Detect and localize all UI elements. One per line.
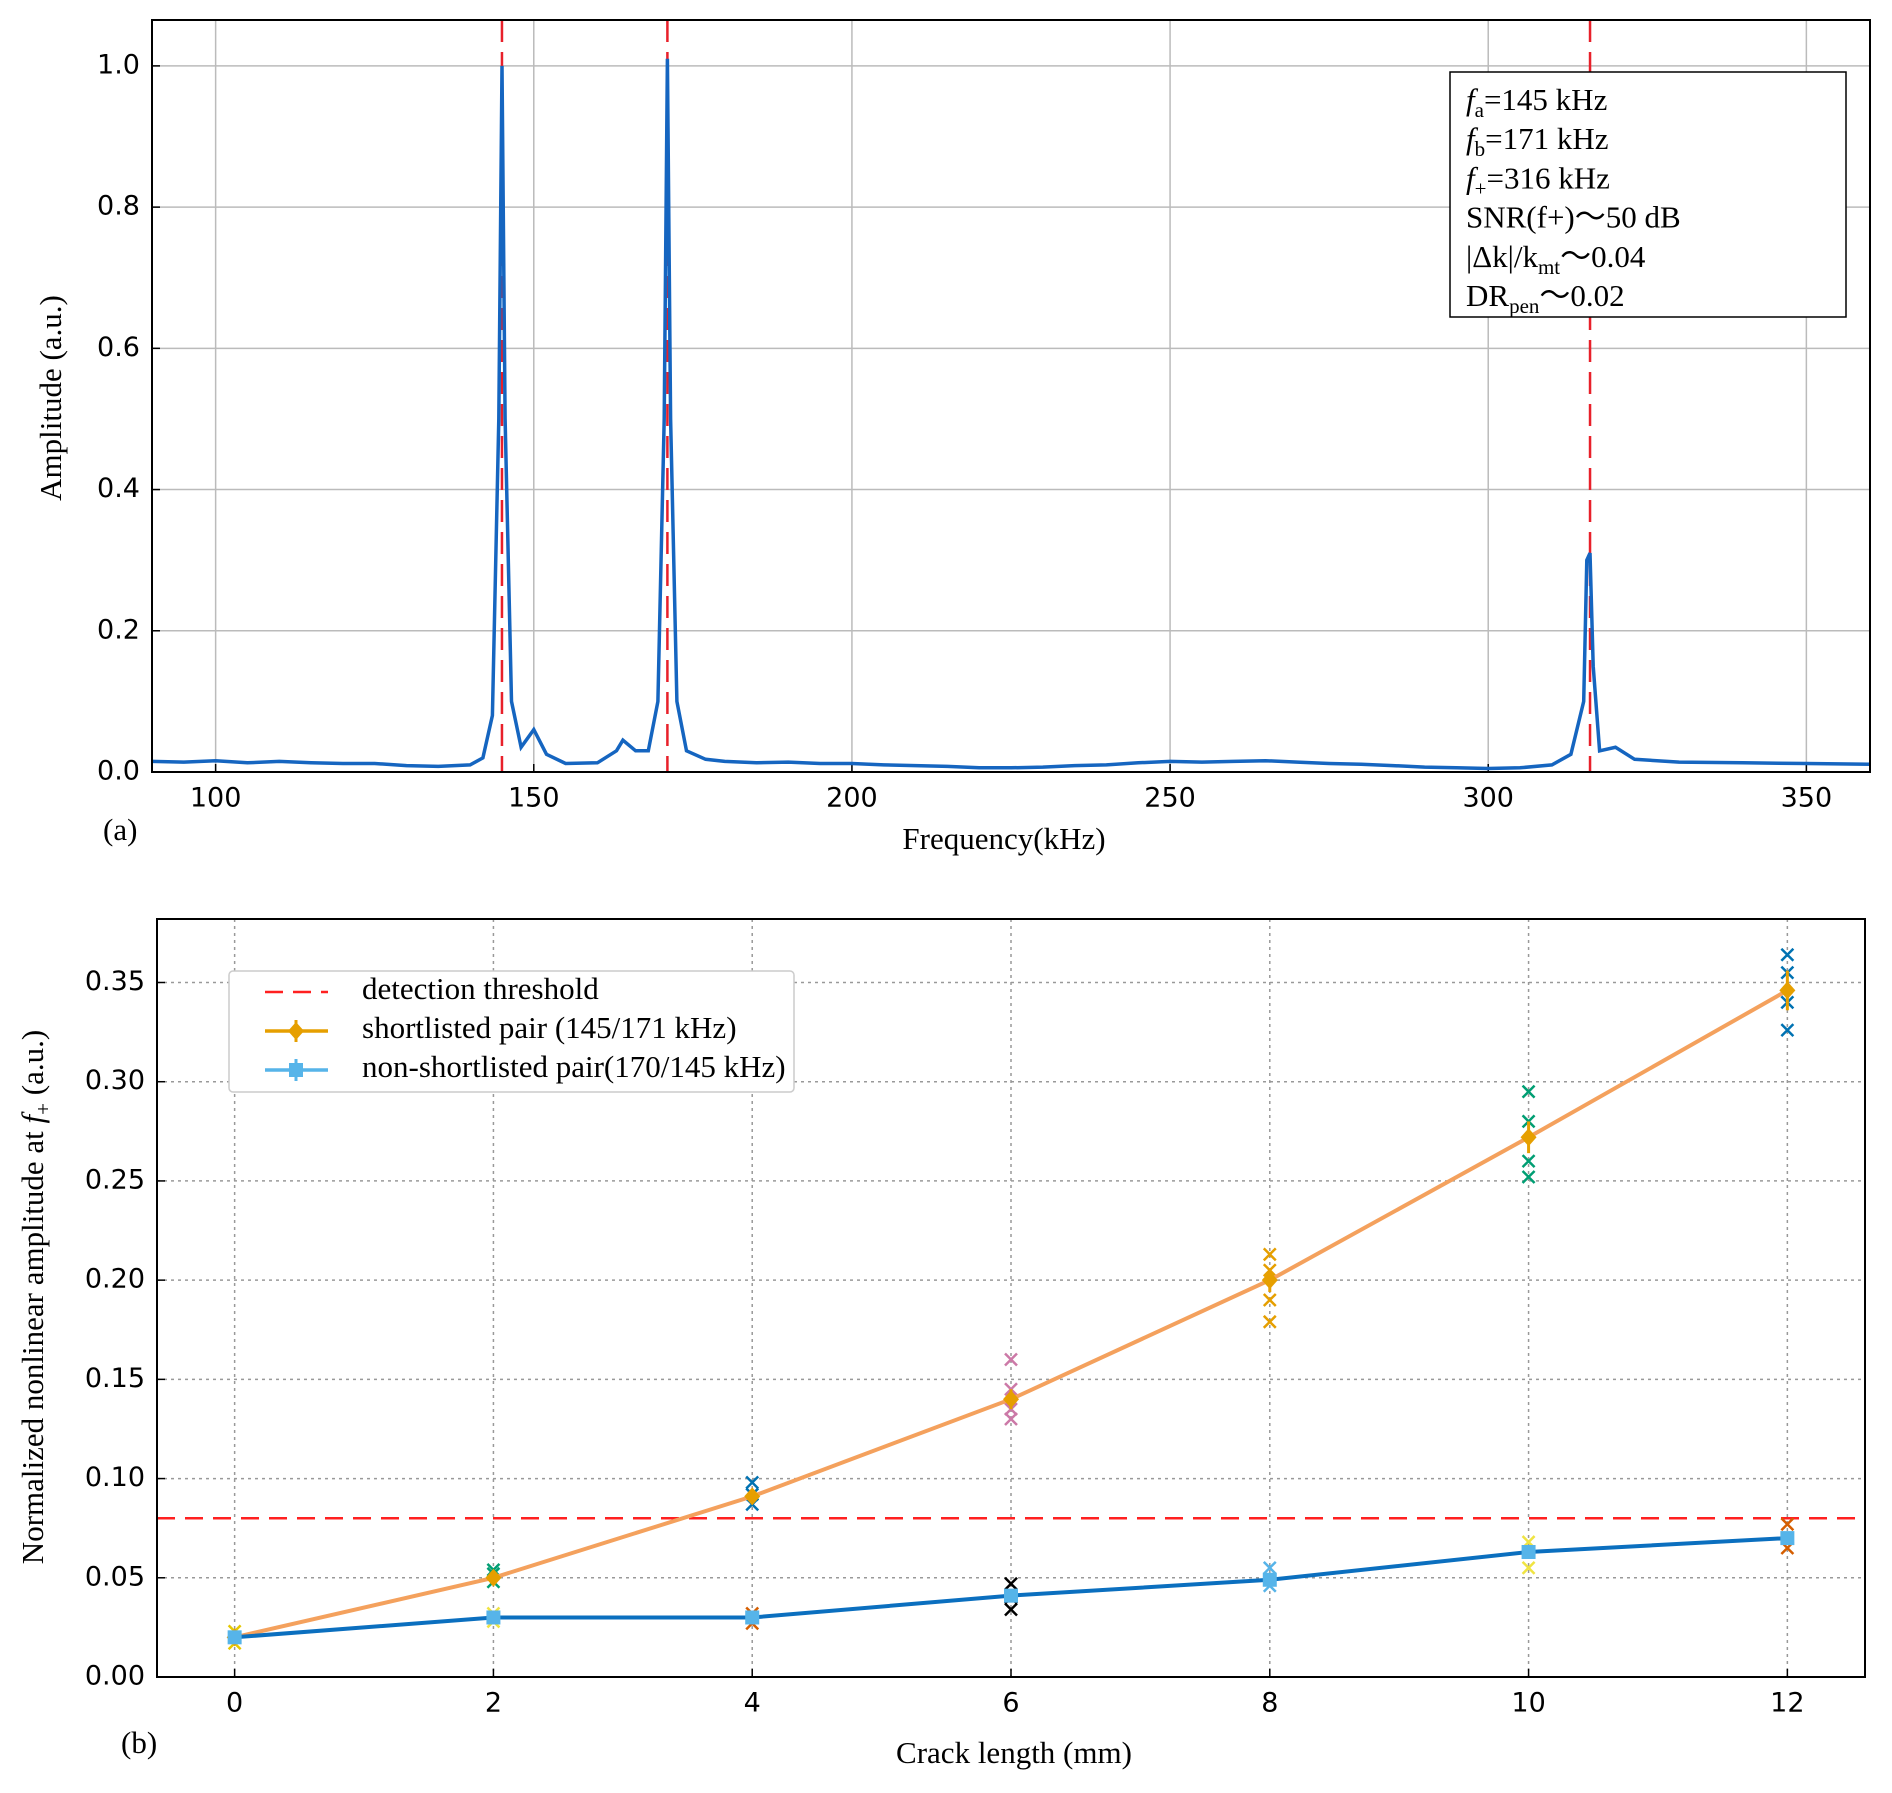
trial-marker: [1521, 1154, 1536, 1168]
trial-marker: [1004, 1602, 1018, 1617]
point-marker: [1261, 1271, 1278, 1290]
legend-swatch: [288, 1022, 304, 1040]
plot-frame: [151, 19, 1871, 773]
trial-marker: [745, 1475, 760, 1490]
trial-marker: [1521, 1170, 1536, 1184]
y-tick-label: 0.20: [85, 1264, 145, 1295]
x-tick-label: 200: [826, 783, 878, 814]
text-part: (a.u.): [15, 1030, 50, 1103]
point-marker: [486, 1610, 501, 1625]
point-marker: [1262, 1572, 1277, 1587]
x-tick-label: 150: [508, 783, 560, 814]
point-marker: [1521, 1544, 1536, 1559]
text-part: +: [1475, 176, 1487, 200]
legend-label: non-shortlisted pair(170/145 kHz): [362, 1049, 786, 1084]
y-tick-label: 0.35: [85, 966, 145, 997]
legend-box: [228, 970, 795, 1093]
panel-label: (a): [103, 812, 137, 847]
y-tick-label: 0.6: [97, 332, 140, 363]
trial-marker: [1004, 1576, 1018, 1591]
y-tick-label: 0.0: [97, 756, 140, 787]
x-tick-label: 100: [190, 783, 242, 814]
trial-marker: [1780, 947, 1795, 962]
legend-swatch: [289, 1063, 303, 1077]
x-axis-label: Frequency(kHz): [902, 821, 1105, 856]
x-tick-label: 6: [1002, 1688, 1019, 1719]
trial-marker: [1004, 1412, 1018, 1426]
y-tick-label: 0.25: [85, 1164, 145, 1195]
text-part: =316 kHz: [1486, 161, 1609, 196]
panel-label: (b): [121, 1725, 157, 1760]
trial-marker: [1262, 1247, 1277, 1262]
annotation-line: SNR(f+)～50 dB: [1466, 200, 1681, 235]
legend-label: shortlisted pair (145/171 kHz): [362, 1010, 737, 1045]
trial-marker: [1780, 1023, 1795, 1038]
x-tick-label: 8: [1261, 1688, 1278, 1719]
text-part: pen: [1509, 294, 1540, 318]
x-tick-label: 10: [1511, 1688, 1545, 1719]
annotation-box: [1449, 71, 1847, 318]
annotation-line: fb=171 kHz: [1466, 121, 1609, 161]
trial-marker: [1521, 1560, 1536, 1575]
y-axis-label: Normalized nonlinear amplitude at f+ (a.…: [15, 1030, 55, 1564]
annotation-line: DRpen～0.02: [1466, 278, 1625, 318]
x-tick-label: 300: [1462, 783, 1514, 814]
x-axis-label: Crack length (mm): [896, 1735, 1132, 1770]
y-axis-label: Amplitude (a.u.): [33, 295, 68, 501]
point-marker: [1004, 1588, 1018, 1603]
text-part: ～0.02: [1539, 278, 1624, 313]
point-marker: [1779, 981, 1796, 1000]
spectrum-line: [151, 58, 1871, 771]
text-part: mt: [1538, 255, 1560, 279]
y-tick-label: 0.10: [85, 1462, 145, 1493]
legend-label: detection threshold: [362, 971, 599, 1006]
y-tick-label: 0.8: [97, 191, 140, 222]
y-tick-label: 0.05: [85, 1561, 145, 1592]
point-marker: [485, 1568, 502, 1587]
y-tick-label: 1.0: [97, 49, 140, 80]
point-marker: [745, 1610, 760, 1625]
text-part: ～0.04: [1560, 239, 1646, 274]
x-tick-label: 250: [1144, 783, 1196, 814]
annotation-line: |Δk|/kmt～0.04: [1466, 239, 1646, 279]
text-part: =145 kHz: [1484, 82, 1607, 117]
text-part: |Δk|/k: [1466, 239, 1538, 274]
trial-marker: [1262, 1293, 1277, 1307]
plot-frame: [156, 918, 1866, 1678]
y-tick-label: 0.30: [85, 1065, 145, 1096]
y-tick-label: 0.00: [85, 1661, 145, 1692]
x-tick-label: 2: [485, 1688, 502, 1719]
x-tick-label: 4: [744, 1688, 761, 1719]
text-part: SNR(f+)～50 dB: [1466, 200, 1681, 235]
x-tick-label: 0: [226, 1688, 243, 1719]
point-marker: [227, 1630, 242, 1645]
y-tick-label: 0.4: [97, 473, 140, 504]
x-tick-label: 350: [1781, 783, 1833, 814]
text-part: =171 kHz: [1485, 121, 1608, 156]
trial-marker: [1004, 1352, 1018, 1367]
point-marker: [1520, 1128, 1537, 1147]
y-tick-label: 0.15: [85, 1363, 145, 1394]
text-part: DR: [1466, 278, 1509, 313]
point-marker: [744, 1487, 761, 1506]
text-part: +: [31, 1103, 55, 1115]
text-part: b: [1475, 137, 1486, 161]
text-part: a: [1475, 98, 1485, 122]
point-marker: [1780, 1531, 1795, 1546]
trial-marker: [1780, 1517, 1795, 1532]
text-part: Normalized nonlinear amplitude at: [15, 1123, 50, 1564]
annotation-line: fa=145 kHz: [1466, 82, 1607, 122]
x-tick-label: 12: [1770, 1688, 1804, 1719]
y-tick-label: 0.2: [97, 614, 140, 645]
trial-marker: [1521, 1084, 1536, 1099]
annotation-line: f+=316 kHz: [1466, 161, 1610, 201]
trial-marker: [1262, 1314, 1277, 1329]
point-marker: [1003, 1390, 1019, 1409]
trial-marker: [1262, 1560, 1277, 1575]
